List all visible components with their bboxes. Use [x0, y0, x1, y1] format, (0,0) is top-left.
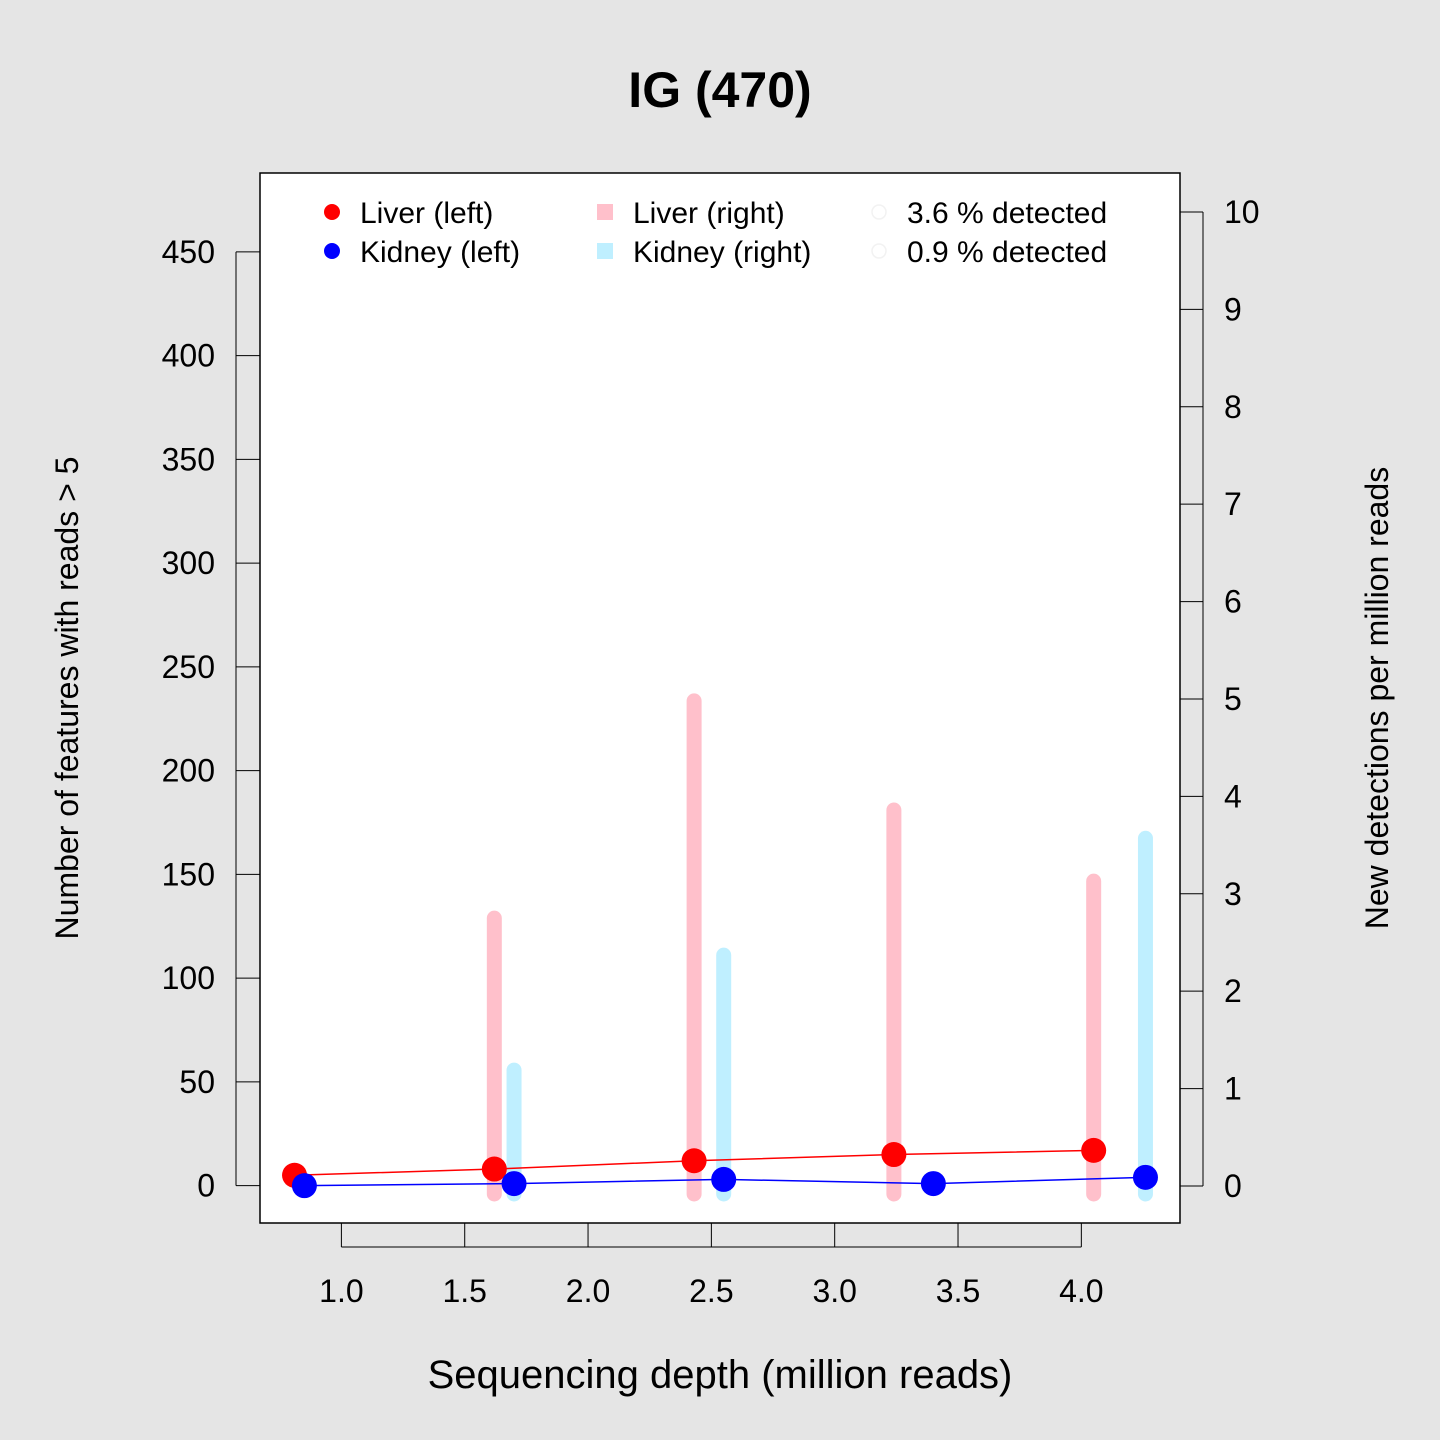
legend-marker-square	[597, 204, 613, 220]
point-kidney-left-1	[501, 1171, 527, 1197]
point-liver-left-1	[481, 1156, 507, 1182]
y-tick-label: 350	[162, 441, 215, 477]
y2-tick-label: 1	[1224, 1071, 1242, 1107]
point-kidney-left-2	[711, 1166, 737, 1192]
x-tick-label: 4.0	[1059, 1273, 1103, 1309]
y-tick-label: 450	[162, 234, 215, 270]
legend-marker-square	[597, 243, 613, 259]
y2-tick-label: 6	[1224, 584, 1242, 620]
y-tick-label: 0	[197, 1168, 215, 1204]
point-kidney-left-0	[291, 1173, 317, 1199]
y2-tick-label: 9	[1224, 291, 1242, 327]
x-tick-label: 2.0	[566, 1273, 610, 1309]
y-tick-label: 200	[162, 753, 215, 789]
chart-title: IG (470)	[628, 62, 811, 118]
y-axis-label: Number of features with reads > 5	[49, 457, 85, 940]
point-liver-left-2	[681, 1148, 707, 1174]
y-tick-label: 150	[162, 856, 215, 892]
y-tick-label: 250	[162, 649, 215, 685]
x-tick-label: 1.5	[442, 1273, 486, 1309]
legend-label: 0.9 % detected	[907, 236, 1107, 269]
legend-marker-circle	[871, 243, 887, 259]
y2-axis-label: New detections per million reads	[1359, 467, 1395, 929]
y-tick-label: 100	[162, 960, 215, 996]
y2-tick-label: 2	[1224, 973, 1242, 1009]
y2-tick-label: 3	[1224, 876, 1242, 912]
point-kidney-left-3	[920, 1171, 946, 1197]
legend-label: Liver (left)	[360, 197, 493, 230]
x-axis-label: Sequencing depth (million reads)	[428, 1353, 1013, 1397]
y-tick-label: 300	[162, 545, 215, 581]
x-tick-label: 3.5	[936, 1273, 980, 1309]
point-kidney-left-4	[1132, 1164, 1158, 1190]
legend-label: Kidney (left)	[360, 236, 520, 269]
y2-tick-label: 10	[1224, 194, 1260, 230]
legend-label: 3.6 % detected	[907, 197, 1107, 230]
y2-tick-label: 7	[1224, 486, 1242, 522]
x-tick-label: 3.0	[812, 1273, 856, 1309]
y2-tick-label: 8	[1224, 389, 1242, 425]
legend-marker-dot	[324, 204, 340, 220]
legend-label: Liver (right)	[633, 197, 785, 230]
legend-marker-dot	[324, 243, 340, 259]
point-liver-left-3	[881, 1142, 907, 1168]
point-liver-left-4	[1081, 1137, 1107, 1163]
y2-tick-label: 4	[1224, 778, 1242, 814]
x-tick-label: 1.0	[319, 1273, 363, 1309]
legend-marker-circle	[871, 204, 887, 220]
legend-label: Kidney (right)	[633, 236, 811, 269]
y-tick-label: 400	[162, 338, 215, 374]
x-tick-label: 2.5	[689, 1273, 733, 1309]
y-tick-label: 50	[179, 1064, 215, 1100]
y2-tick-label: 5	[1224, 681, 1242, 717]
y2-tick-label: 0	[1224, 1168, 1242, 1204]
